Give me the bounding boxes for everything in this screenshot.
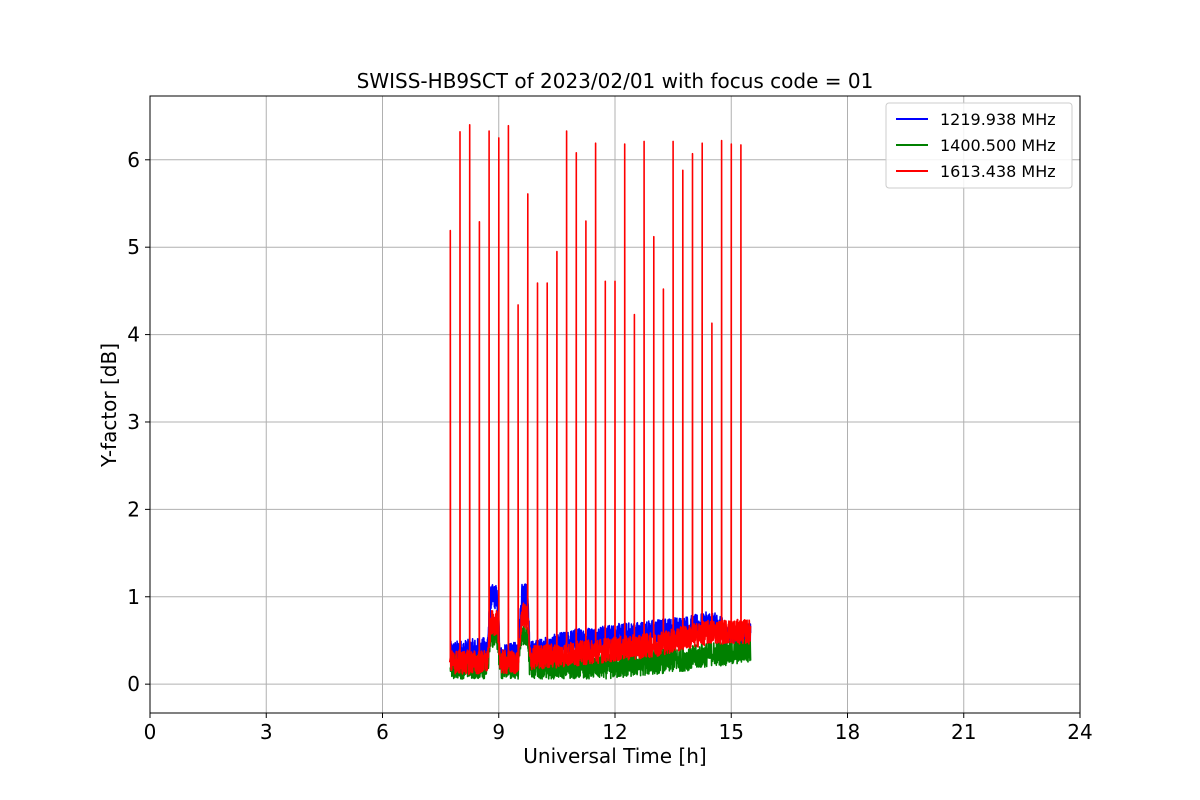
x-tick-label: 12	[602, 720, 627, 744]
y-axis-label: Y-factor [dB]	[97, 343, 121, 468]
x-tick-label: 24	[1067, 720, 1092, 744]
series-layer	[448, 124, 752, 680]
legend-entry: 1613.438 MHz	[940, 162, 1056, 181]
y-axis: 0 1 2 3 4 5 6	[127, 148, 150, 696]
legend: 1219.938 MHz 1400.500 MHz 1613.438 MHz	[885, 102, 1073, 189]
x-tick-label: 15	[719, 720, 744, 744]
x-axis-label: Universal Time [h]	[523, 744, 706, 768]
y-tick-label: 3	[127, 410, 140, 434]
chart-title: SWISS-HB9SCT of 2023/02/01 with focus co…	[357, 69, 874, 93]
y-tick-label: 1	[127, 585, 140, 609]
x-tick-label: 6	[376, 720, 389, 744]
legend-entry: 1400.500 MHz	[940, 136, 1056, 155]
y-tick-label: 5	[127, 235, 140, 259]
y-tick-label: 0	[127, 672, 140, 696]
x-tick-label: 21	[951, 720, 976, 744]
legend-box	[885, 102, 1073, 189]
y-tick-label: 6	[127, 148, 140, 172]
x-tick-label: 18	[835, 720, 860, 744]
y-tick-label: 4	[127, 323, 140, 347]
x-tick-label: 9	[492, 720, 505, 744]
y-tick-label: 2	[127, 497, 140, 521]
x-tick-label: 3	[260, 720, 273, 744]
legend-entry: 1219.938 MHz	[940, 110, 1056, 129]
x-tick-label: 0	[144, 720, 157, 744]
series-line	[448, 124, 752, 676]
x-axis: 0 3 6 9 12 15 18 21 24	[144, 713, 1093, 744]
